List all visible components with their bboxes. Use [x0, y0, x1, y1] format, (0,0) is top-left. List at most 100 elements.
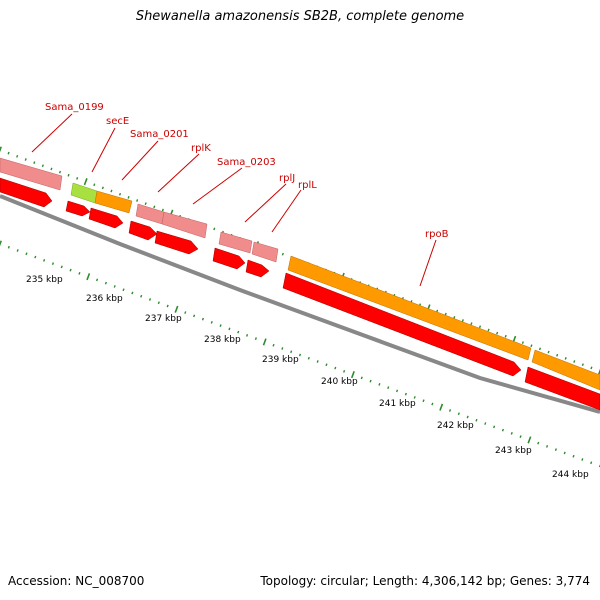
upper-tick — [504, 334, 507, 338]
upper-tick — [67, 173, 70, 177]
gene-bar-sama-0201[interactable] — [94, 190, 133, 214]
gene-bar-sama-0203[interactable] — [218, 231, 253, 254]
lower-tick — [95, 278, 99, 282]
lower-tick — [0, 240, 2, 247]
gene-bar-rplk-b[interactable] — [161, 211, 208, 239]
gene-label-leaders — [31, 113, 437, 287]
cds-arrow-rplk-a[interactable] — [128, 220, 158, 241]
lower-tick — [387, 386, 390, 390]
upper-tick — [144, 202, 147, 206]
lower-tick — [475, 418, 478, 422]
lower-tick — [307, 356, 310, 360]
lower-tick — [281, 347, 284, 350]
lower-tick — [439, 403, 444, 411]
gene-label-sama-0201[interactable]: Sama_0201 — [130, 129, 189, 140]
lower-tick — [527, 436, 532, 444]
upper-tick — [76, 177, 79, 180]
lower-tick — [334, 366, 337, 370]
upper-tick — [590, 366, 593, 370]
lower-tick — [86, 273, 91, 281]
upper-tick — [127, 195, 130, 199]
lower-tick — [545, 445, 549, 448]
lower-tick — [457, 412, 460, 416]
gene-label-rplk[interactable]: rplK — [191, 143, 211, 154]
upper-tick — [281, 252, 284, 256]
upper-tick — [110, 189, 113, 193]
gene-label-rplj[interactable]: rplJ — [279, 173, 295, 184]
lower-tick — [69, 268, 72, 272]
cds-arrow-next[interactable] — [524, 366, 600, 411]
cds-arrow-sece[interactable] — [65, 200, 91, 217]
lower-tick — [413, 396, 416, 399]
lower-tick — [201, 317, 205, 321]
lower-tick — [43, 258, 46, 262]
cds-arrow-rpob[interactable] — [282, 272, 522, 377]
upper-tick — [478, 325, 482, 329]
gene-label-sama-0199[interactable]: Sama_0199 — [45, 102, 104, 113]
lower-tick — [572, 454, 575, 458]
cds-arrow-sama-0201[interactable] — [88, 207, 124, 229]
cds-arrow-sama-0199[interactable] — [0, 177, 53, 208]
lower-tick — [590, 461, 593, 465]
upper-tick — [0, 146, 2, 153]
lower-tick — [484, 422, 487, 425]
upper-tick — [581, 363, 584, 367]
lower-tick — [537, 441, 540, 445]
upper-tick — [547, 350, 550, 354]
lower-tick — [466, 415, 469, 419]
scale-label-242: 242 kbp — [437, 421, 474, 431]
upper-tick — [213, 227, 216, 231]
gene-bar-sece[interactable] — [70, 182, 98, 204]
lower-tick — [554, 448, 557, 452]
lower-tick — [581, 458, 584, 461]
lower-tick — [78, 272, 81, 275]
lower-tick — [113, 285, 116, 288]
upper-tick — [573, 360, 576, 363]
lower-tick — [493, 425, 496, 429]
upper-tick — [101, 186, 104, 190]
scale-label-235: 235 kbp — [26, 275, 63, 285]
lower-tick-row — [0, 240, 600, 468]
gene-bar-rplk-a[interactable] — [135, 203, 165, 225]
gene-bar-sama-0199[interactable] — [0, 157, 63, 191]
upper-tick — [24, 158, 27, 161]
cds-arrow-rplj[interactable] — [245, 259, 270, 278]
lower-tick — [404, 392, 407, 396]
map-title: Shewanella amazonensis SB2B, complete ge… — [135, 9, 465, 24]
scale-label-237: 237 kbp — [145, 314, 182, 324]
cds-arrow-rplk-b[interactable] — [154, 230, 199, 255]
upper-tick — [564, 357, 567, 360]
lower-tick — [7, 245, 10, 249]
gene-label-rpll[interactable]: rplL — [298, 180, 317, 191]
cds-arrow-sama-0203[interactable] — [212, 247, 246, 270]
upper-tick — [16, 154, 19, 158]
lower-tick — [395, 389, 399, 393]
upper-tick — [33, 161, 36, 164]
lower-tick — [174, 305, 179, 313]
lower-tick — [563, 451, 566, 455]
scale-label-244: 244 kbp — [552, 470, 589, 480]
lower-tick — [501, 428, 505, 432]
lower-tick — [25, 252, 28, 256]
gene-label-rpob[interactable]: rpoB — [425, 229, 449, 240]
lower-tick — [148, 298, 152, 301]
scale-label-238: 238 kbp — [204, 335, 241, 345]
gene-label-sece[interactable]: secE — [106, 116, 129, 127]
lower-tick — [369, 379, 372, 383]
gene-bar-rplj[interactable] — [251, 241, 279, 263]
lower-tick — [325, 363, 328, 367]
upper-tick — [41, 164, 44, 168]
lower-tick — [519, 435, 522, 438]
upper-tick — [556, 353, 559, 357]
upper-tick — [461, 319, 464, 322]
lower-tick — [290, 350, 293, 354]
upper-tick — [470, 322, 473, 326]
gene-label-sama-0203[interactable]: Sama_0203 — [217, 157, 276, 168]
lower-tick — [254, 337, 257, 341]
lower-tick — [34, 255, 37, 259]
upper-tick — [118, 192, 122, 196]
gene-bar-rpob[interactable] — [287, 255, 532, 361]
upper-tick — [538, 347, 542, 351]
gene-bar-next[interactable] — [531, 349, 600, 391]
